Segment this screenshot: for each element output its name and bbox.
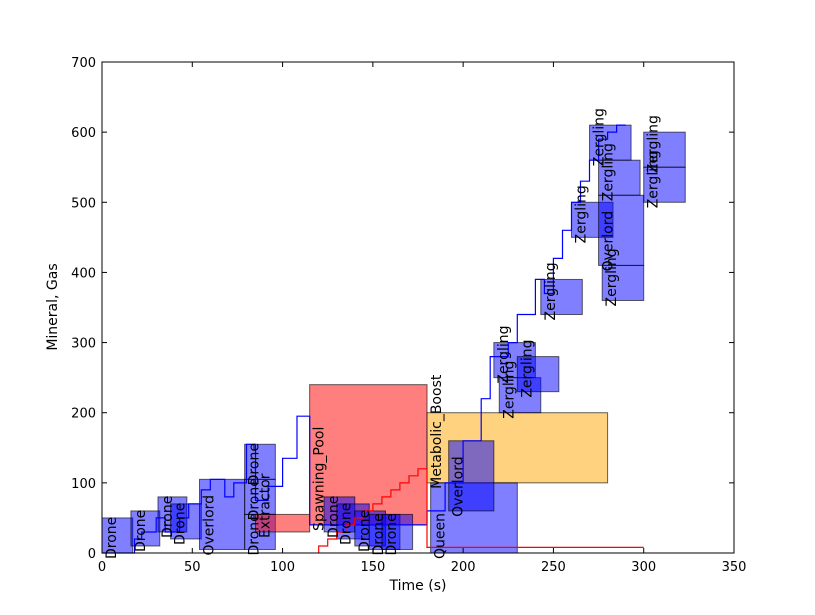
x-tick-label-5: 250 bbox=[541, 560, 566, 575]
task-box-label-8: Extractor bbox=[257, 473, 273, 538]
plot-frame bbox=[101, 61, 735, 554]
y-tick-label-6: 600 bbox=[71, 126, 96, 141]
task-box-label-3: Drone bbox=[173, 503, 189, 545]
task-box-label-13: Drone bbox=[371, 513, 387, 555]
y-tick-label-2: 200 bbox=[71, 407, 96, 422]
task-box-label-16: Queen bbox=[433, 513, 449, 559]
y-tick-label-4: 400 bbox=[71, 266, 96, 281]
task-box-label-11: Drone bbox=[339, 503, 355, 545]
x-tick-label-3: 150 bbox=[360, 560, 385, 575]
x-tick-label-2: 100 bbox=[270, 560, 295, 575]
task-box-label-24: Zergling bbox=[601, 143, 617, 201]
task-box-label-25: Overlord bbox=[601, 211, 617, 272]
task-box-26 bbox=[601, 264, 645, 301]
task-box-label-0: Drone bbox=[104, 517, 120, 559]
y-tick-label-7: 700 bbox=[71, 56, 96, 71]
task-box-label-9: Spawning_Pool bbox=[312, 427, 328, 531]
task-box-label-12: Drone bbox=[357, 510, 373, 552]
boxes-layer bbox=[101, 124, 686, 554]
task-box-label-5: Drone bbox=[247, 513, 263, 555]
task-box-label-28: Zergling bbox=[646, 150, 662, 208]
task-box-label-17: Overlord bbox=[451, 456, 467, 517]
task-box-label-15: Metabolic_Boost bbox=[429, 374, 445, 489]
ticks-layer: 0 50 100 150 200 250 300 350 0 100 200 300 400 500 600… bbox=[71, 56, 746, 575]
series-line-1 bbox=[318, 468, 644, 553]
task-box-label-6: Drone bbox=[247, 478, 263, 520]
task-box-label-14: Drone bbox=[384, 513, 400, 555]
task-box-21 bbox=[540, 278, 583, 316]
x-tick-label-6: 300 bbox=[631, 560, 656, 575]
y-tick-label-5: 500 bbox=[71, 196, 96, 211]
task-box-label-20: Zergling bbox=[519, 340, 535, 398]
lines-layer bbox=[102, 124, 644, 554]
task-box-24 bbox=[598, 159, 641, 196]
task-box-label-21: Zergling bbox=[543, 262, 559, 320]
x-tick-label-0: 0 bbox=[98, 560, 106, 575]
task-box-label-26: Zergling bbox=[604, 248, 620, 306]
y-tick-label-1: 100 bbox=[71, 477, 96, 492]
x-axis-label: Time (s) bbox=[389, 578, 447, 594]
y-tick-label-3: 300 bbox=[71, 337, 96, 352]
task-box-label-1: Drone bbox=[133, 510, 149, 552]
task-box-25 bbox=[598, 194, 645, 266]
task-box-14 bbox=[381, 513, 414, 550]
task-box-23 bbox=[589, 124, 632, 161]
y-axis-label: Mineral, Gas bbox=[45, 263, 61, 350]
task-box-3 bbox=[170, 503, 202, 540]
task-box-6 bbox=[244, 478, 276, 515]
task-box-label-27: Zergling bbox=[646, 115, 662, 173]
task-box-20 bbox=[516, 356, 560, 393]
task-box-27 bbox=[643, 131, 686, 168]
task-box-1 bbox=[130, 510, 161, 547]
task-box-label-18: Zergling bbox=[496, 326, 512, 384]
task-box-0 bbox=[101, 517, 134, 554]
y-tick-label-0: 0 bbox=[88, 547, 96, 562]
task-box-label-4: Overlord bbox=[202, 495, 218, 556]
x-tick-label-1: 50 bbox=[184, 560, 201, 575]
task-box-label-2: Drone bbox=[160, 496, 176, 538]
task-box-28 bbox=[643, 166, 686, 203]
task-box-label-22: Zergling bbox=[573, 185, 589, 243]
task-box-17 bbox=[448, 440, 495, 512]
task-box-label-10: Drone bbox=[326, 496, 342, 538]
task-box-label-7: Drone bbox=[247, 443, 263, 485]
task-box-label-19: Zergling bbox=[501, 361, 517, 419]
x-tick-label-7: 350 bbox=[722, 560, 747, 575]
task-box-4 bbox=[199, 478, 246, 550]
x-tick-label-4: 200 bbox=[451, 560, 476, 575]
task-box-label-23: Zergling bbox=[592, 108, 608, 166]
task-box-7 bbox=[244, 443, 276, 480]
